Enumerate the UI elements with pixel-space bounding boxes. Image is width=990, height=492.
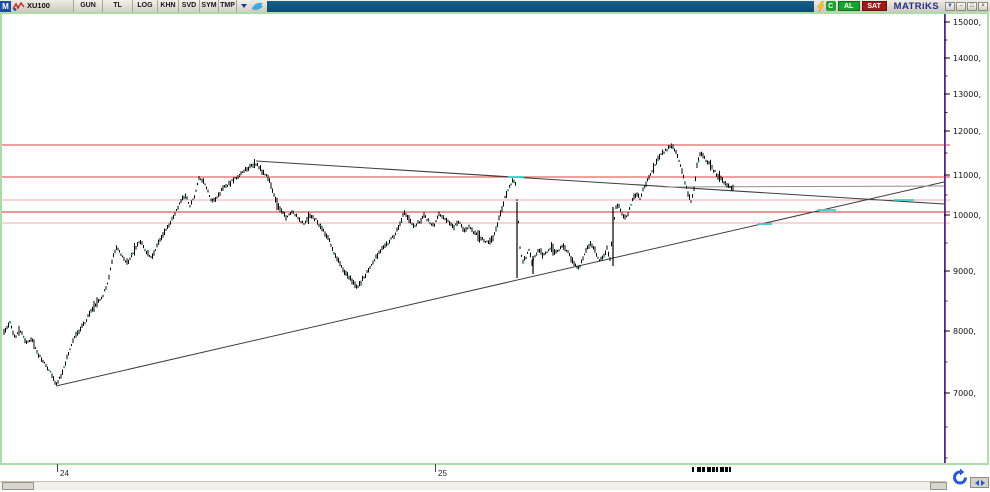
twitter-bird-icon[interactable]: [250, 0, 265, 12]
toolbar-button-group: GUN TL LOG KHN SVD SYM TMP: [73, 0, 236, 12]
bird-glyph: [252, 2, 263, 10]
flag-bar: [725, 467, 728, 472]
lightning-icon[interactable]: [816, 0, 826, 12]
scroll-nav-buttons[interactable]: [970, 477, 989, 488]
y-axis-label: 11000,: [953, 171, 981, 180]
y-axis-label: 15000,: [953, 18, 981, 27]
chevron-glyph: [240, 4, 247, 8]
close-ticks: [9, 144, 727, 373]
restore-window-button[interactable]: □: [967, 1, 977, 11]
toolbar-button-log[interactable]: LOG: [132, 0, 157, 12]
buy-button[interactable]: AL: [837, 1, 860, 11]
close-window-button[interactable]: ×: [978, 1, 988, 11]
y-axis-label: 14000,: [953, 54, 981, 63]
brand-matriks: MATRiKS: [893, 0, 939, 12]
chart-type-icon[interactable]: [11, 0, 25, 12]
flag-bar: [729, 467, 731, 472]
sell-button[interactable]: SAT: [861, 1, 887, 11]
flag-bar: [702, 467, 705, 472]
x-axis-label: 25: [438, 469, 447, 478]
y-axis-label: 9000,: [953, 267, 976, 276]
dropdown-window-button[interactable]: ▼: [945, 1, 955, 11]
toolbar-button-svd[interactable]: SVD: [178, 0, 199, 12]
refresh-swirl-icon[interactable]: [951, 468, 970, 492]
toolbar: M XU100 GUN TL LOG KHN SVD SYM TMP C AL SAT MA…: [0, 0, 990, 12]
chart-frame: [0, 12, 989, 465]
y-axis-label: 10000,: [953, 211, 981, 220]
swirl-glyph: [953, 468, 967, 485]
zigzag-chart-glyph: [11, 1, 25, 11]
chevron-down-icon[interactable]: [236, 0, 250, 12]
trendline-touch-marks: [508, 176, 914, 225]
horizontal-scrollbar[interactable]: [0, 481, 946, 490]
toolbar-button-tmp[interactable]: TMP: [218, 0, 236, 12]
y-axis-label: 8000,: [953, 327, 976, 336]
matriks-logo-icon[interactable]: M: [0, 0, 11, 12]
x-axis-tick: [435, 464, 436, 472]
y-axis-line[interactable]: [944, 14, 946, 463]
window-buttons: ▼ − □ ×: [945, 1, 989, 11]
trendlines[interactable]: [55, 160, 945, 387]
lightning-glyph: [817, 0, 825, 12]
flag-bar: [707, 467, 711, 472]
title-strip: [267, 0, 814, 12]
x-axis-tick: [57, 464, 58, 472]
x-axis-label: 24: [60, 469, 69, 478]
toolbar-button-gun[interactable]: GUN: [73, 0, 102, 12]
flag-bar: [716, 467, 718, 472]
flag-bar: [712, 467, 715, 472]
toolbar-button-sym[interactable]: SYM: [199, 0, 218, 12]
price-bars: [3, 143, 734, 385]
flag-bar: [692, 467, 694, 472]
scroll-right-icon[interactable]: [980, 479, 985, 486]
flag-bar: [697, 467, 701, 472]
toolbar-button-tl[interactable]: TL: [102, 0, 132, 12]
toolbar-button-khn[interactable]: KHN: [157, 0, 178, 12]
y-axis-ticks-labels: 15000, 14000, 13000, 12000, 11000, 10000, 9000…: [944, 18, 981, 459]
symbol-field[interactable]: XU100: [27, 1, 50, 10]
scroll-left-icon[interactable]: [974, 479, 979, 486]
y-axis-label: 13000,: [953, 90, 981, 99]
flag-bar: [720, 467, 724, 472]
connection-c-icon[interactable]: C: [825, 1, 836, 11]
y-axis-label: 7000,: [953, 389, 976, 398]
minimize-window-button[interactable]: −: [956, 1, 966, 11]
support-resistance-lines[interactable]: [2, 144, 950, 224]
y-axis-label: 12000,: [953, 127, 981, 136]
